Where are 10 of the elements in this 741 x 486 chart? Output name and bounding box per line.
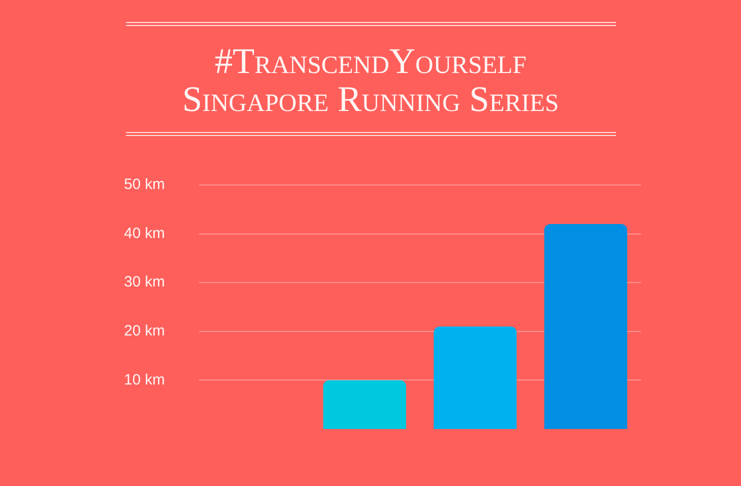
chart-subtitle: Singapore Running Series — [181, 79, 560, 119]
y-tick-label: 40 km — [124, 224, 165, 242]
y-tick-label: 20 km — [124, 322, 165, 340]
chart-title: #TranscendYourself — [214, 41, 528, 81]
y-tick-label: 30 km — [124, 274, 165, 291]
bar — [323, 380, 406, 429]
bar — [434, 326, 517, 429]
bar — [544, 224, 628, 429]
y-tick-label: 10 km — [124, 371, 165, 388]
y-tick-label: 50 km — [124, 176, 165, 194]
